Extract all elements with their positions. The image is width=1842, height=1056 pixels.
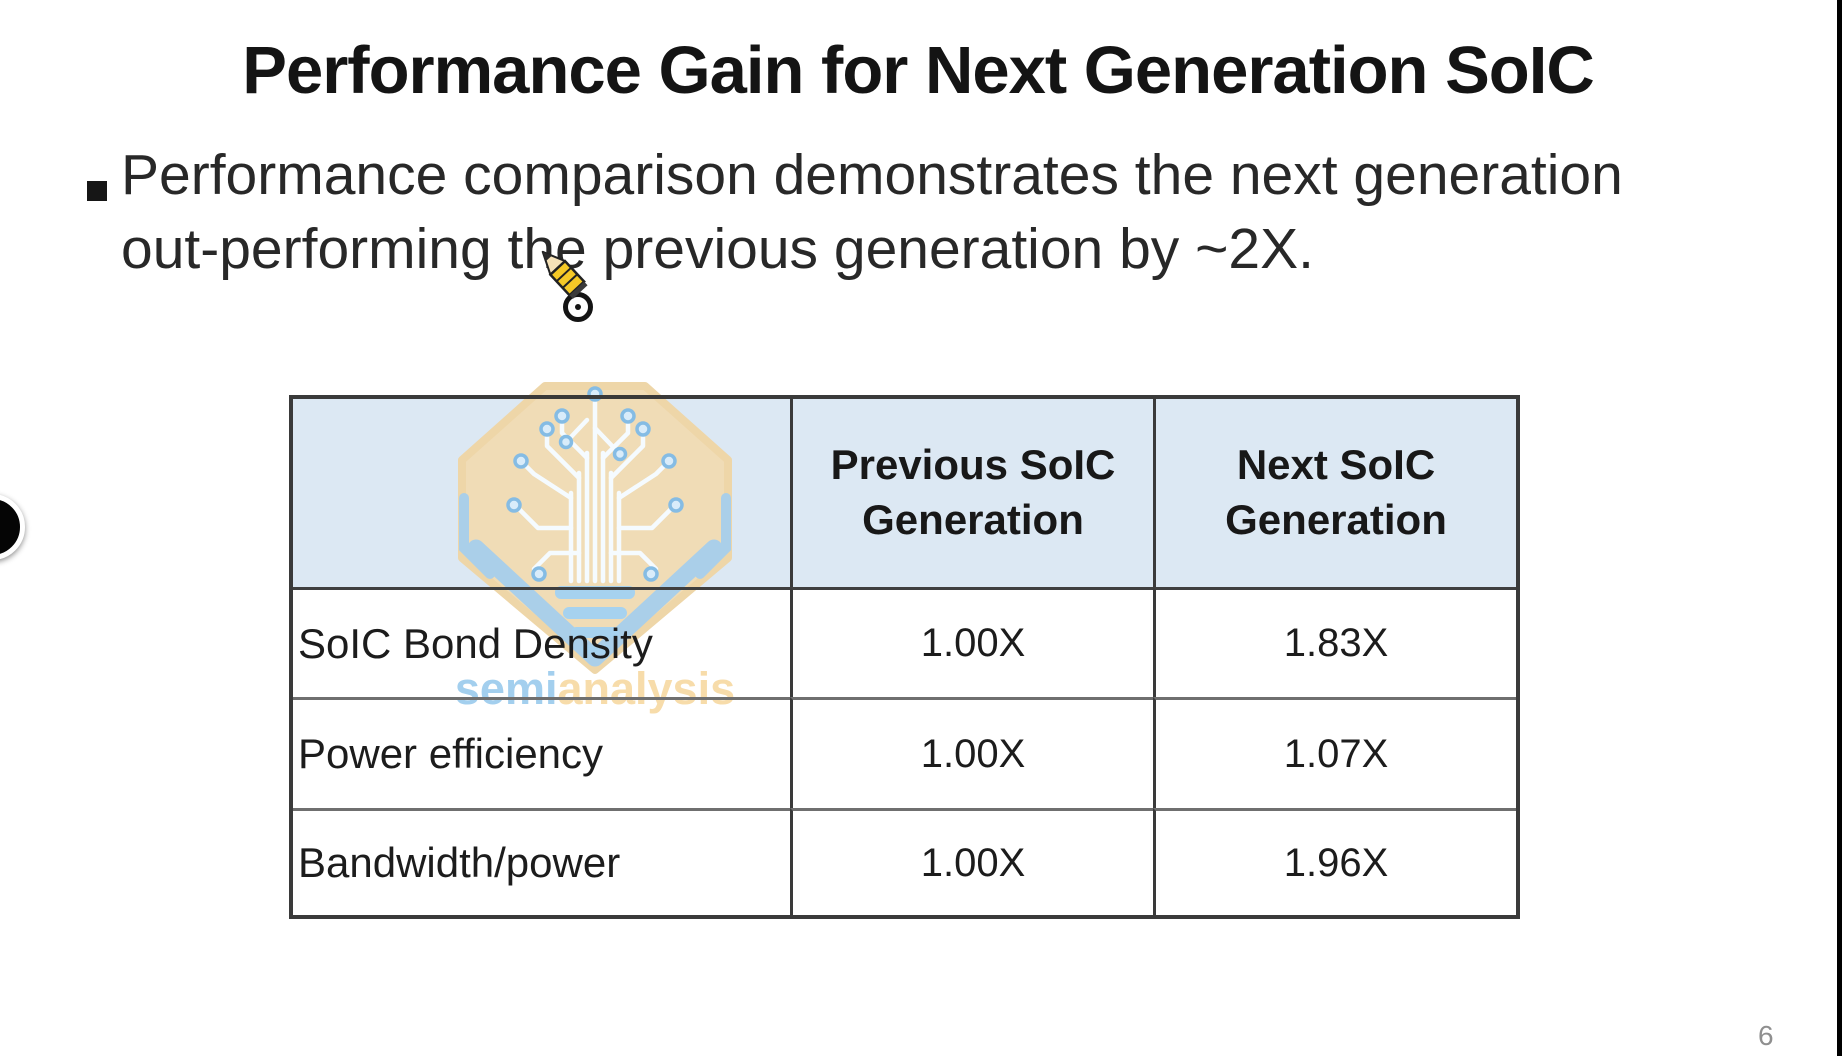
bullet-line-1: Performance comparison demonstrates the … [121,143,1623,207]
table-border-overlay [445,587,767,590]
page-number: 6 [1758,1020,1774,1051]
table-cell-value: 1.83X [1153,587,1516,697]
table-border-overlay [445,395,767,399]
bullet-line-2: out-performing the previous generation b… [121,217,1314,281]
table-cell-value: 1.07X [1153,697,1516,808]
table-cell-value: 1.96X [1153,808,1516,915]
bullet-text: Performance comparison demonstrates the … [121,138,1801,286]
table-row-label: Bandwidth/power [293,808,790,915]
header-cell-previous-generation: Previous SoIC Generation [790,399,1153,587]
semianalysis-logo-icon [458,382,732,674]
wordmark-semi: semi [454,663,558,714]
table-cell-value: 1.00X [790,808,1153,915]
bullet-square-icon [87,181,107,201]
wordmark-analysis: analysis [557,663,736,714]
pencil-cursor-icon [541,250,593,322]
comparison-table: Previous SoIC Generation Next SoIC Gener… [289,395,1520,919]
table-cell-value: 1.00X [790,697,1153,808]
table-cell-value: 1.00X [790,587,1153,697]
table-border-overlay [430,697,782,700]
right-edge-strip [1837,0,1842,1056]
semianalysis-wordmark: semianalysis [450,663,740,715]
slide-title: Performance Gain for Next Generation SoI… [242,33,1594,108]
edge-overlay-button[interactable] [0,494,25,560]
header-cell-next-generation: Next SoIC Generation [1153,399,1516,587]
